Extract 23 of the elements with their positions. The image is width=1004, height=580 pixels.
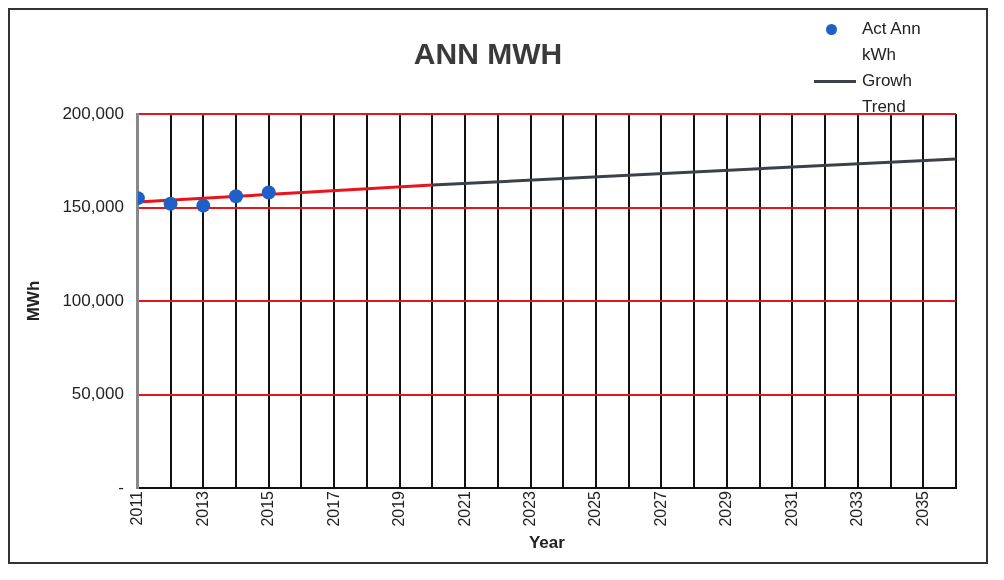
x-tick-label: 2011	[128, 490, 146, 526]
legend-label: Act Ann kWh	[862, 18, 922, 66]
x-tick-label: 2025	[586, 490, 604, 527]
y-axis-title: MWh	[23, 280, 43, 322]
x-tick-label: 2033	[848, 490, 866, 527]
x-tick-label: 2021	[455, 490, 473, 527]
y-tick-label: 150,000	[62, 197, 124, 217]
x-tick-label: 2015	[259, 490, 277, 527]
chart-title: ANN MWH	[413, 37, 563, 71]
x-tick-label: 2029	[717, 490, 735, 527]
x-tick-label: 2027	[651, 490, 669, 527]
legend-label: Growh Trend	[862, 70, 914, 118]
y-tick-label: -	[118, 477, 124, 497]
y-tick-label: 200,000	[62, 103, 124, 123]
x-tick-label: 2017	[324, 490, 342, 527]
x-tick-label: 2023	[520, 490, 538, 527]
y-tick-label: 100,000	[62, 290, 124, 310]
y-tick-label: 50,000	[71, 384, 124, 404]
x-tick-label: 2019	[390, 490, 408, 527]
x-tick-label: 2031	[782, 490, 800, 527]
x-tick-label: 2013	[193, 490, 211, 527]
x-tick-label: 2035	[913, 490, 931, 527]
x-axis-title: Year	[528, 533, 566, 553]
